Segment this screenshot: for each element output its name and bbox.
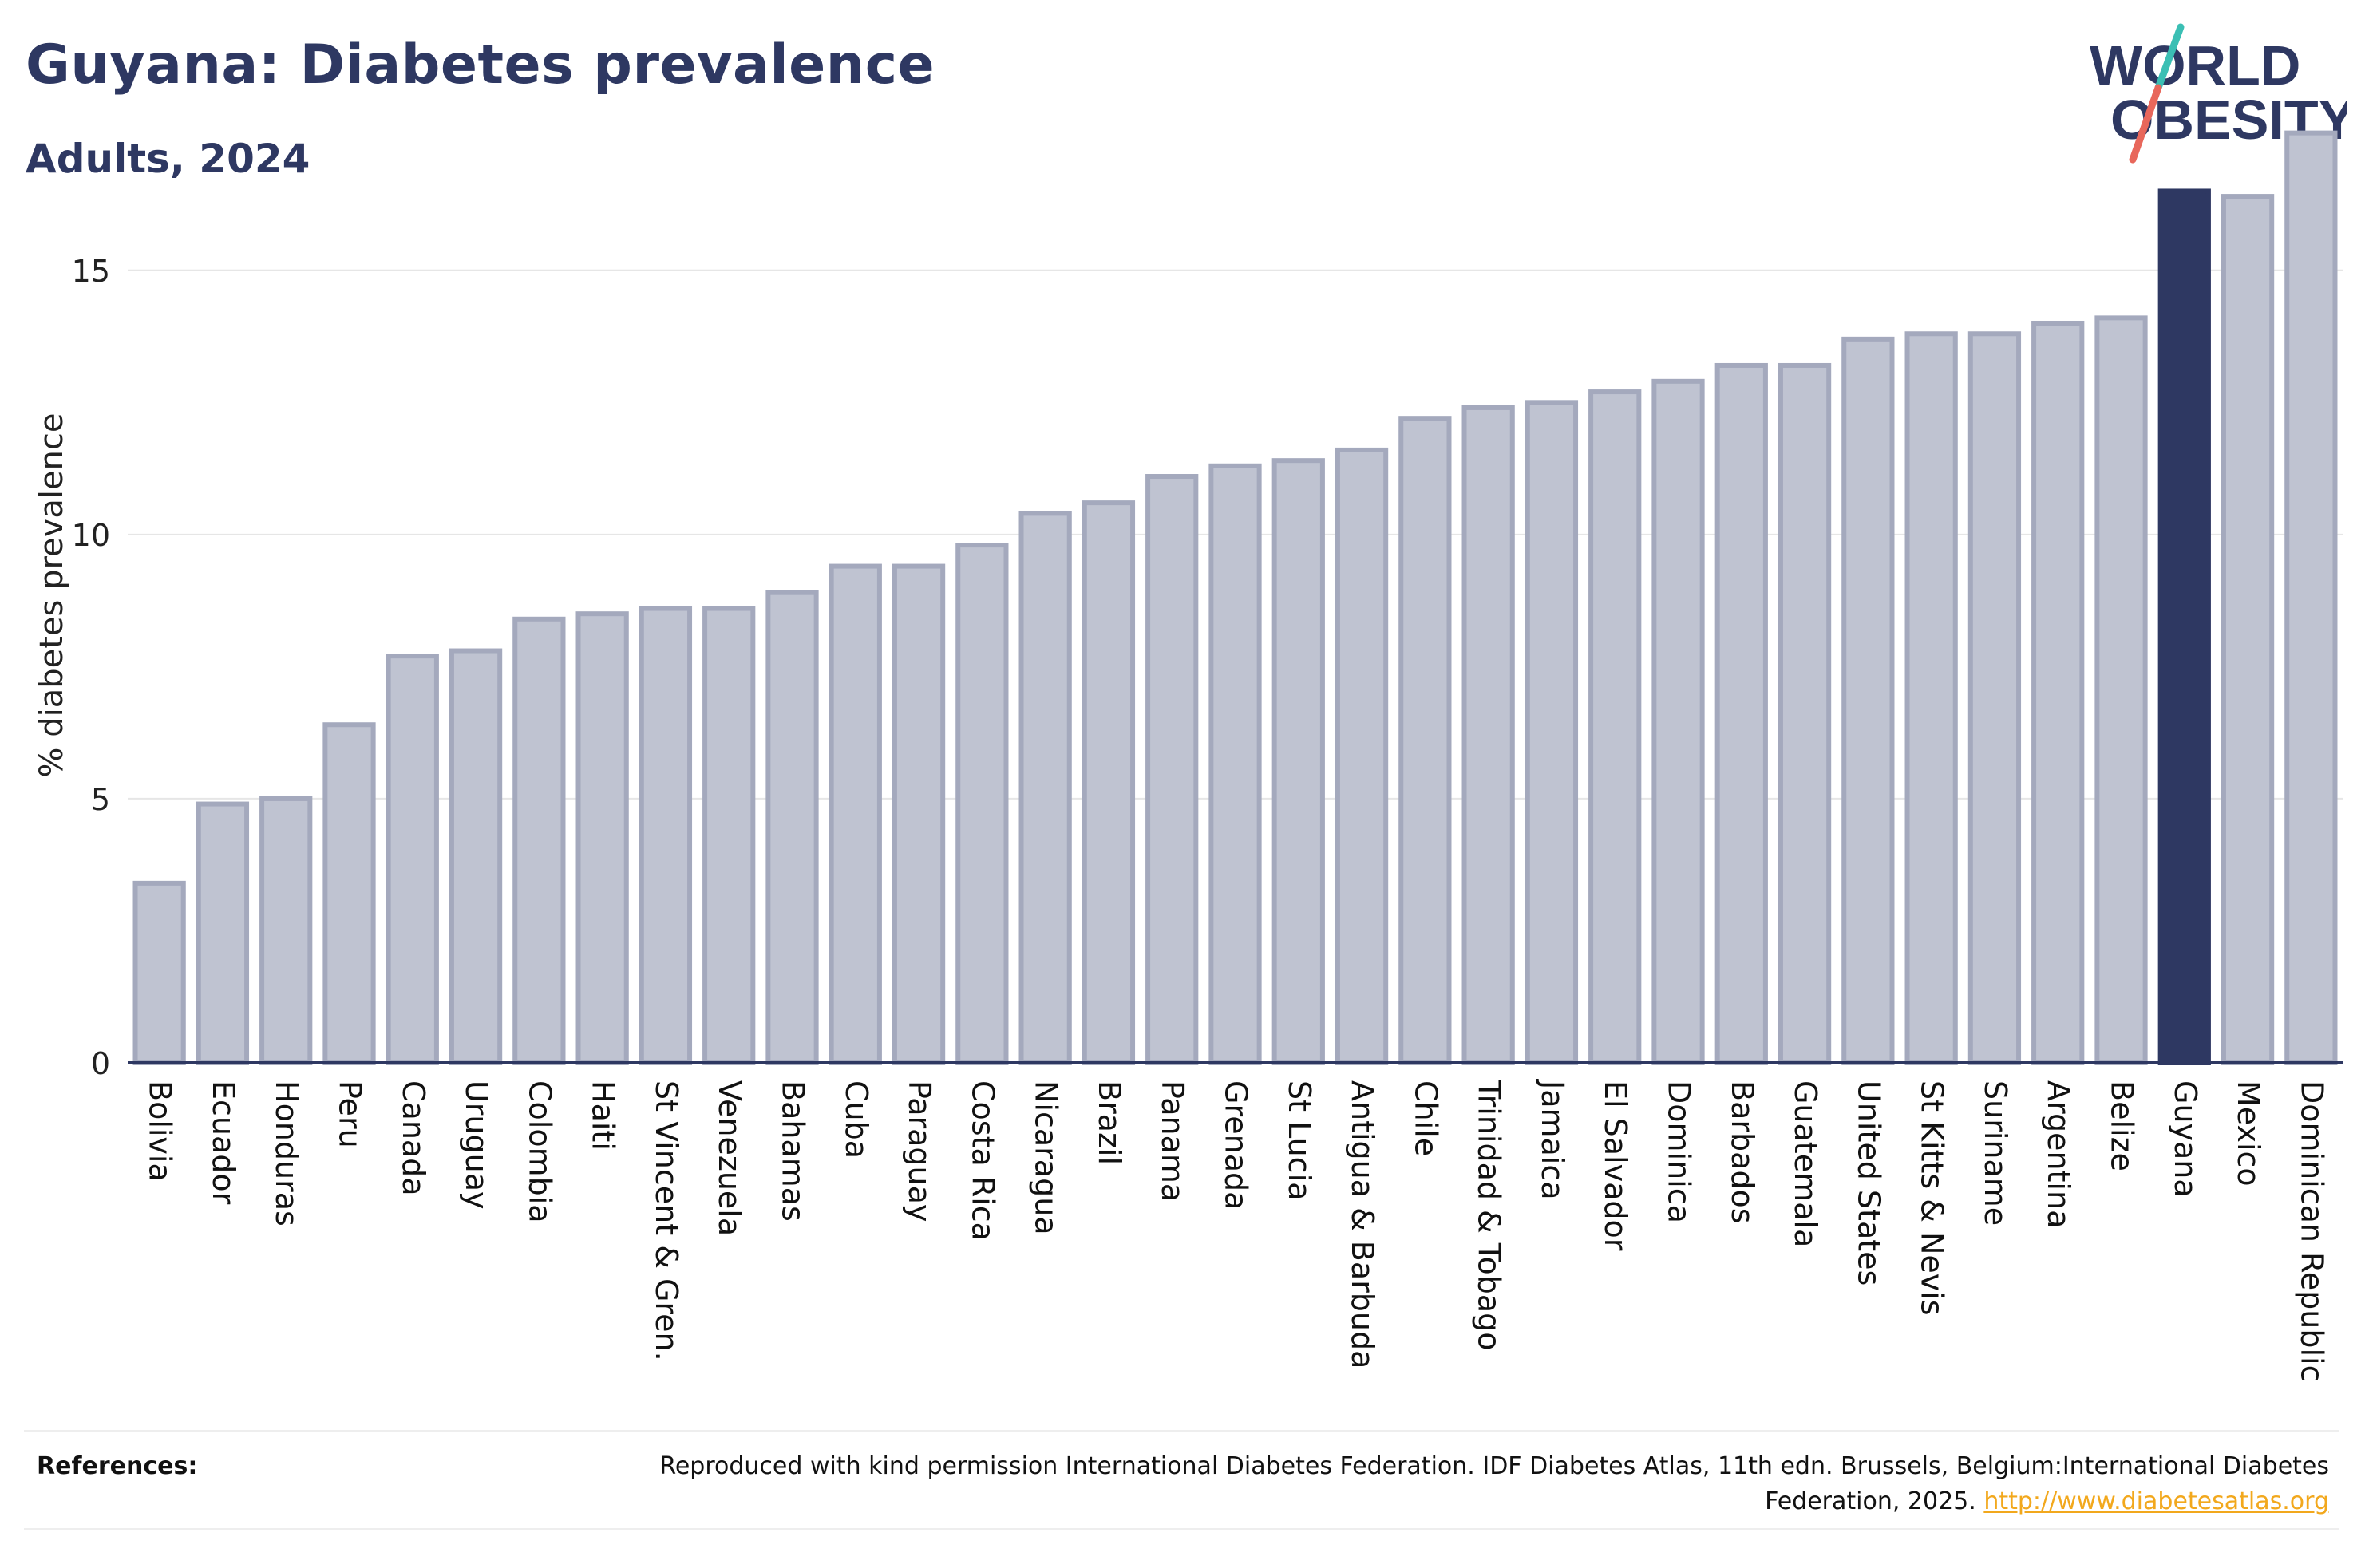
x-tick-label: Venezuela [712,1080,747,1236]
bar [575,611,629,1065]
logo-line1: WORLD [2090,34,2300,97]
bar [2094,315,2148,1066]
references-citation: Reproduced with kind permission Internat… [659,1452,2329,1515]
x-tick-label: Colombia [522,1080,557,1223]
x-tick-label: Bahamas [776,1080,811,1222]
x-tick-label: Panama [1155,1080,1190,1202]
x-tick-label: Barbados [1725,1080,1760,1224]
bar [1461,405,1515,1065]
x-tick-label: Uruguay [459,1080,494,1210]
x-tick-label: Dominican Republic [2294,1080,2329,1381]
bar [1018,511,1072,1065]
x-tick-label: Brazil [1092,1080,1127,1165]
x-tick-label: Nicaragua [1029,1080,1064,1235]
bar [702,606,756,1065]
bar [196,801,250,1065]
bar [639,606,693,1065]
x-tick-label: Honduras [269,1080,304,1226]
bar [2031,320,2085,1066]
bar [1588,389,1642,1066]
bar [955,543,1009,1065]
bar [1714,362,1768,1065]
bar [1145,474,1199,1065]
x-tick-label: Bolivia [143,1080,178,1182]
x-tick-label: Belize [2105,1080,2140,1171]
y-tick-label: 0 [91,1046,110,1081]
bar [132,880,186,1066]
bar [829,563,882,1065]
references-label: References: [37,1452,198,1480]
x-tick-label: St Kitts & Nevis [1915,1080,1950,1316]
x-tick-label: Trinidad & Tobago [1472,1080,1507,1351]
x-tick-label: Costa Rica [965,1080,1000,1241]
y-tick-label: 15 [72,254,110,289]
bar [1525,400,1579,1065]
x-tick-label: Canada [396,1080,431,1196]
bar [512,616,566,1065]
chart-subtitle: Adults, 2024 [26,136,310,182]
logo-slash-bottom [2129,84,2162,164]
bar [1208,463,1262,1065]
references-text: Reproduced with kind permission Internat… [573,1449,2329,1519]
x-tick-label: Guyana [2168,1080,2203,1198]
references-top-divider [24,1430,2339,1432]
x-tick-label: Mexico [2231,1080,2266,1187]
bar [1651,378,1705,1065]
bar-chart: 0 5 10 15 % diabetes prevalence Bolivia Ecuado… [34,130,2343,1381]
bar [449,648,503,1065]
x-tick-label: St Vincent & Gren. [649,1080,684,1361]
y-tick-label: 5 [91,782,110,817]
y-tick-label: 10 [72,518,110,553]
bar [322,722,376,1066]
x-tick-label: El Salvador [1598,1080,1633,1251]
x-tick-label: Grenada [1219,1080,1254,1210]
bar [259,796,313,1066]
bar [1271,458,1325,1065]
references-bottom-divider [24,1528,2339,1530]
bar [765,590,819,1065]
x-tick-label: Jamaica [1535,1079,1570,1200]
x-tick-label: Guatemala [1788,1080,1823,1247]
references-link[interactable]: http://www.diabetesatlas.org [1983,1487,2329,1515]
bar [1968,331,2022,1065]
x-tick-label: Suriname [1978,1080,2013,1226]
x-tick-label: Paraguay [902,1080,937,1222]
x-tick-label: Antigua & Barbuda [1345,1080,1380,1369]
bar [1778,362,1832,1065]
chart-title: Guyana: Diabetes prevalence [26,34,935,97]
bar [1082,500,1136,1065]
bar [892,563,946,1065]
y-axis-label: % diabetes prevalence [34,413,70,777]
bar [2284,130,2338,1066]
bar [1904,331,1958,1065]
bar [1335,447,1389,1065]
x-tick-label: Cuba [839,1080,874,1159]
x-tick-label: Ecuador [206,1080,241,1205]
x-tick-label: United States [1851,1080,1886,1286]
x-tick-label: Peru [333,1080,368,1148]
bar [1398,416,1452,1065]
bar [2221,194,2275,1065]
bar [1841,336,1895,1065]
x-tick-label: Haiti [586,1080,621,1151]
x-tick-label: St Lucia [1282,1080,1317,1200]
x-tick-label: Chile [1408,1080,1443,1156]
bar [386,654,439,1066]
x-tick-label: Dominica [1662,1080,1697,1223]
x-tick-label: Argentina [2041,1080,2076,1228]
logo-slash-top [2154,23,2185,92]
bar [2157,188,2211,1065]
